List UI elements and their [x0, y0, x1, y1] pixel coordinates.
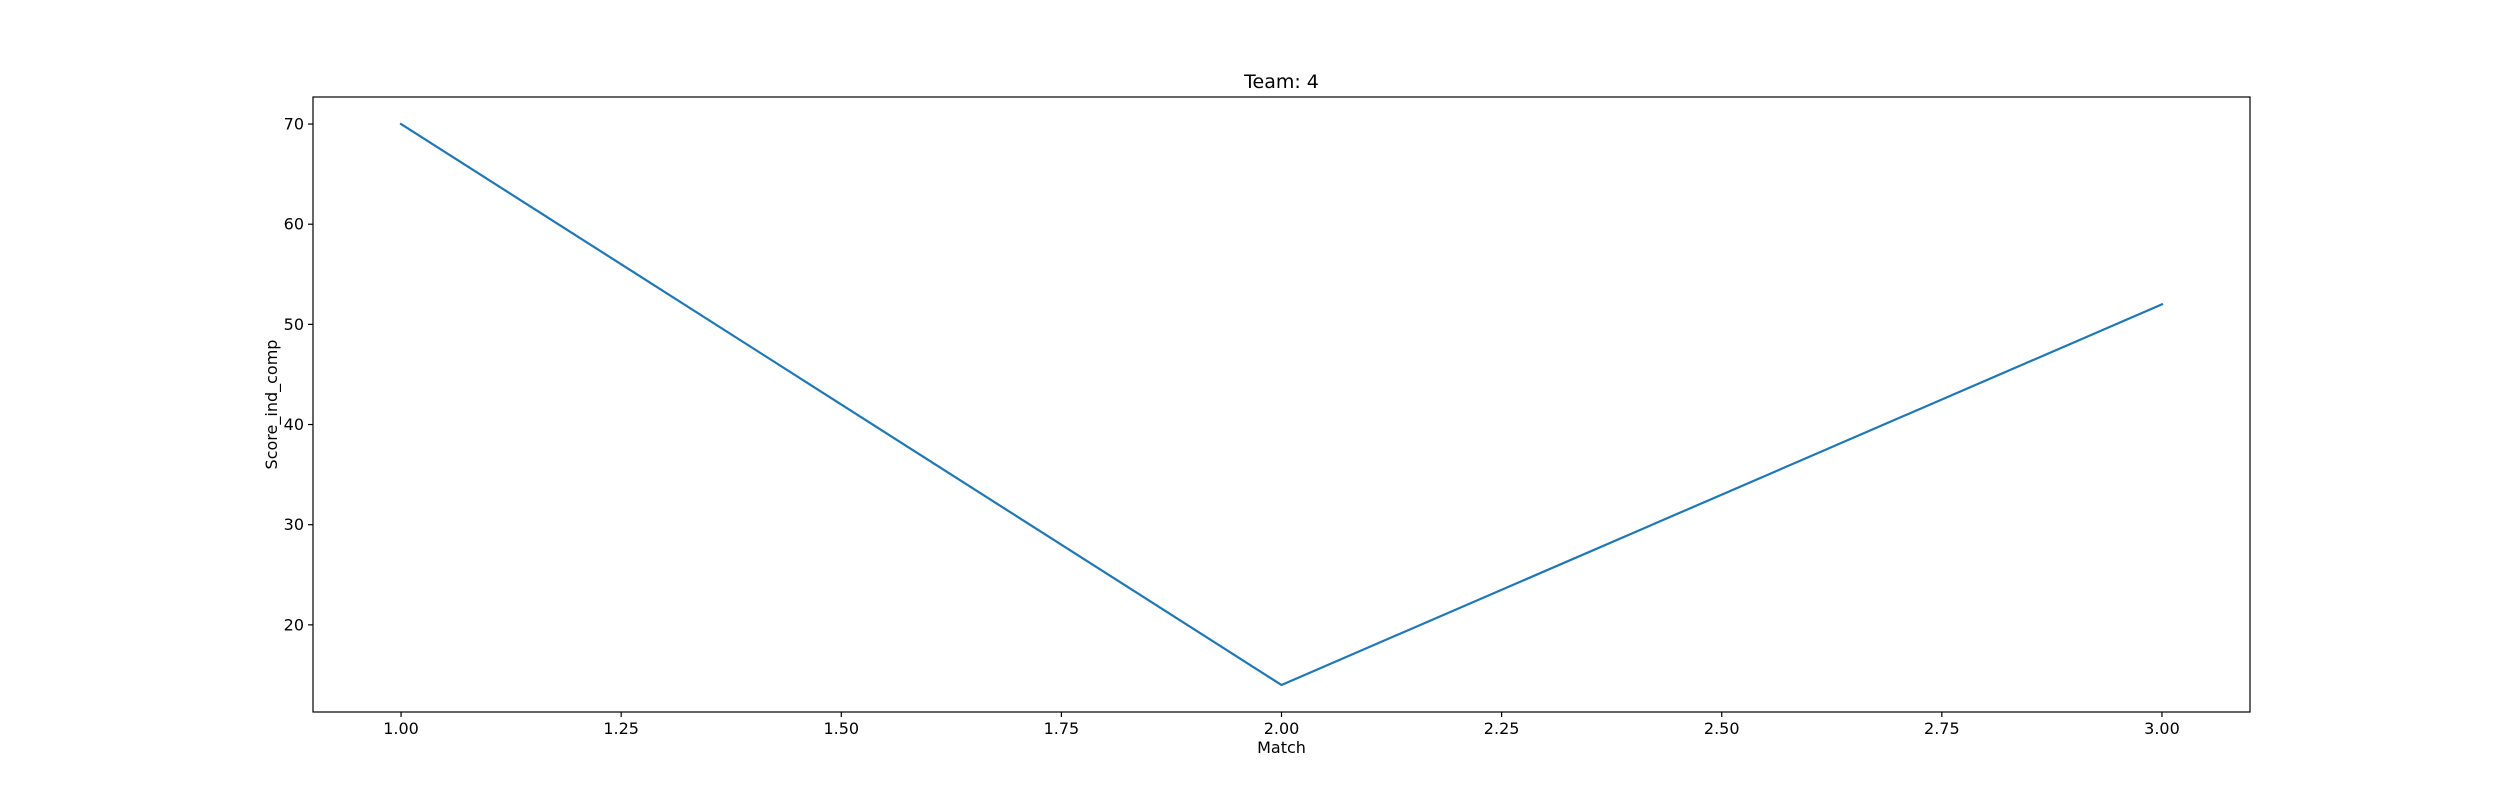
- y-tick-label: 70: [284, 115, 304, 134]
- x-tick-label: 3.00: [2144, 719, 2180, 738]
- y-tick-label: 60: [284, 215, 304, 234]
- x-tick-label: 1.25: [603, 719, 639, 738]
- x-tick-label: 2.00: [1264, 719, 1300, 738]
- x-tick-label: 1.00: [383, 719, 419, 738]
- x-tick-label: 1.75: [1044, 719, 1080, 738]
- y-tick-label: 40: [284, 415, 304, 434]
- x-axis: 1.00 1.25 1.50 1.75 2.00 2.25 2.50 2.75 3.00: [383, 712, 2180, 738]
- y-tick-label: 50: [284, 315, 304, 334]
- y-tick-label: 20: [284, 615, 304, 634]
- x-tick-label: 2.75: [1924, 719, 1960, 738]
- x-axis-label: Match: [1257, 738, 1306, 757]
- series-line: [399, 122, 2164, 687]
- series-layer: [399, 122, 2164, 687]
- x-tick-label: 2.25: [1484, 719, 1520, 738]
- y-tick-label: 30: [284, 515, 304, 534]
- x-tick-label: 1.50: [823, 719, 859, 738]
- x-tick-label: 2.50: [1704, 719, 1740, 738]
- chart-title: Team: 4: [1243, 71, 1319, 93]
- y-axis-label: Score_ind_comp: [262, 340, 282, 470]
- plot-area: [312, 96, 2251, 713]
- y-axis: 20 30 40 50 60 70: [284, 115, 313, 634]
